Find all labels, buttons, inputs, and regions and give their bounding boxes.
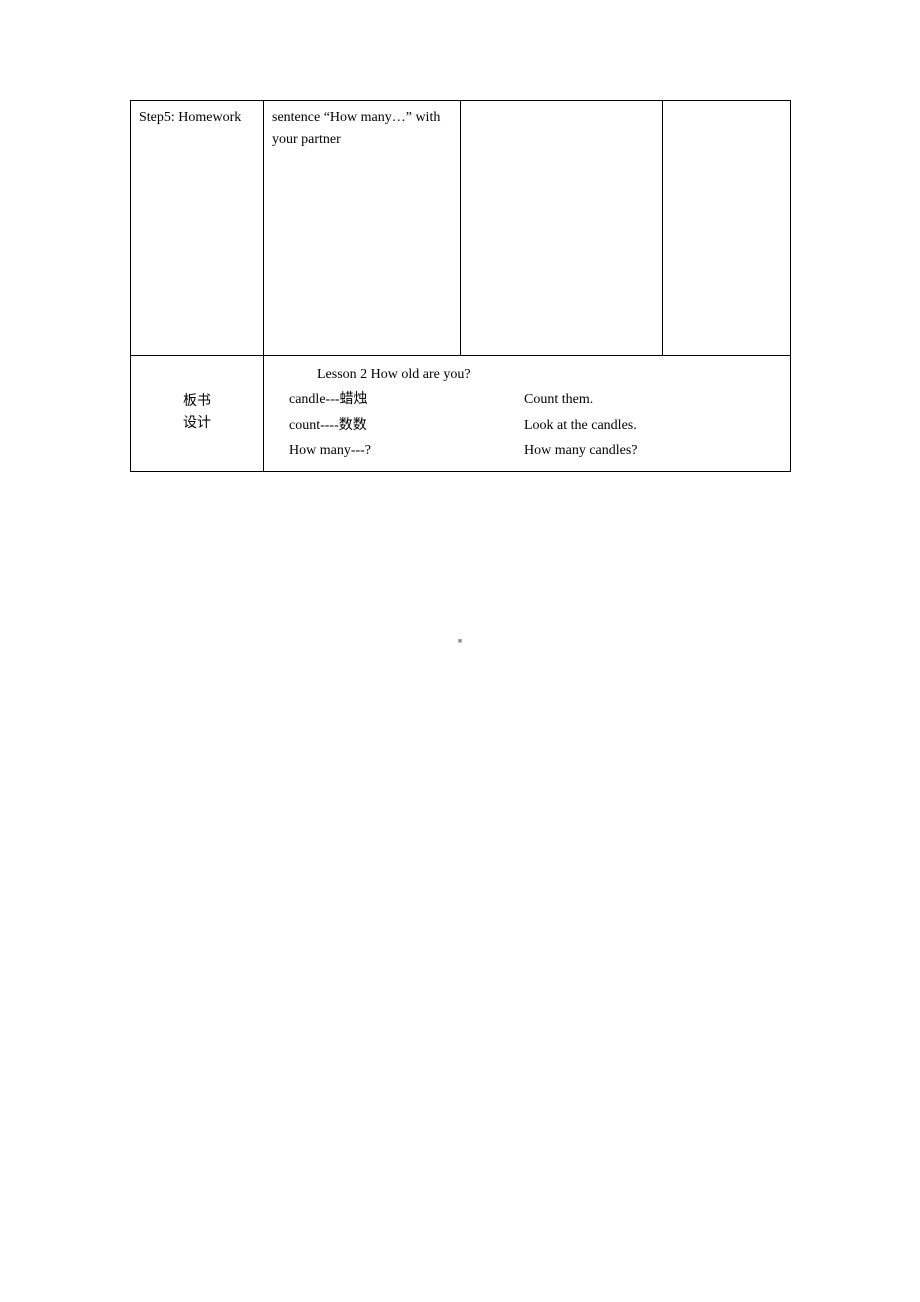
board-design-content-cell: Lesson 2 How old are you? candle---蜡烛 Co… [264, 356, 791, 472]
label-line-1: 板书 [135, 391, 259, 413]
vocab-left: How many---? [289, 440, 524, 462]
board-line: candle---蜡烛 Count them. [289, 389, 780, 411]
empty-cell [663, 101, 791, 356]
lesson-title: Lesson 2 How old are you? [317, 364, 780, 386]
vocab-right: How many candles? [524, 440, 780, 462]
vocab-right: Count them. [524, 389, 780, 411]
board-content: Lesson 2 How old are you? candle---蜡烛 Co… [289, 364, 780, 463]
watermark-icon: ■ [458, 638, 462, 645]
board-line: count----数数 Look at the candles. [289, 415, 780, 437]
label-line-2: 设计 [135, 413, 259, 435]
table-row: 板书 设计 Lesson 2 How old are you? candle--… [131, 356, 791, 472]
vocab-right: Look at the candles. [524, 415, 780, 437]
step-cell: Step5: Homework [131, 101, 264, 356]
vocab-left: count----数数 [289, 415, 524, 437]
board-line: How many---? How many candles? [289, 440, 780, 462]
vocab-left: candle---蜡烛 [289, 389, 524, 411]
empty-cell [461, 101, 663, 356]
table-row: Step5: Homework sentence “How many…” wit… [131, 101, 791, 356]
board-design-label-cell: 板书 设计 [131, 356, 264, 472]
page-wrapper: Step5: Homework sentence “How many…” wit… [0, 0, 920, 472]
lesson-plan-table: Step5: Homework sentence “How many…” wit… [130, 100, 791, 472]
activity-cell: sentence “How many…” with your partner [264, 101, 461, 356]
